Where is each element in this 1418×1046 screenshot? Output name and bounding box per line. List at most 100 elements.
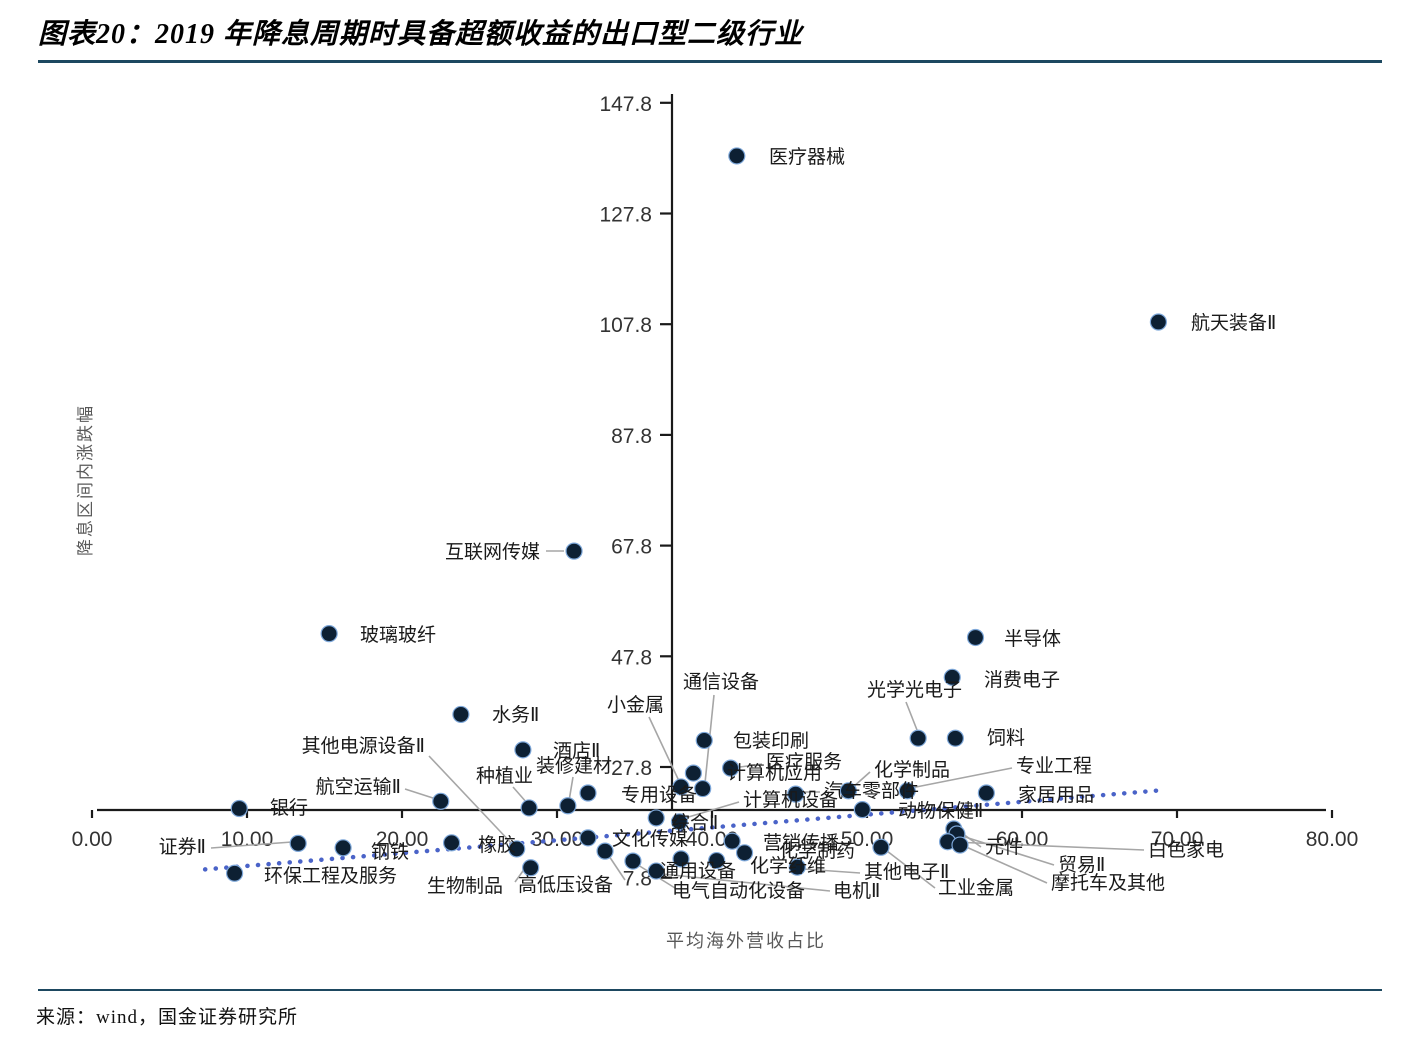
x-tick-label: 70.00 — [1151, 828, 1204, 851]
point-label-玻璃玻纤: 玻璃玻纤 — [360, 624, 436, 646]
data-point-银行 — [230, 799, 248, 818]
point-label-通信设备: 通信设备 — [683, 671, 759, 693]
leader-line — [404, 788, 437, 800]
point-label-生物制品: 生物制品 — [427, 875, 503, 897]
point-label-计算机应用: 计算机应用 — [727, 762, 822, 784]
leader-line — [648, 716, 680, 782]
point-label-半导体: 半导体 — [1004, 628, 1061, 650]
point-label-医疗器械: 医疗器械 — [769, 146, 845, 168]
leader-line — [608, 855, 626, 881]
data-point-摩托车及其他 — [951, 836, 969, 854]
point-label-饲料: 饲料 — [987, 727, 1025, 749]
data-point-航天装备Ⅱ — [1149, 313, 1168, 331]
data-point-种植业 — [520, 799, 538, 817]
y-tick-label: 47.8 — [611, 646, 652, 669]
data-point-计算机应用 — [684, 764, 703, 782]
leader-line — [661, 873, 831, 892]
point-label-航空运输Ⅱ: 航空运输Ⅱ — [316, 776, 401, 798]
data-point-航空运输Ⅱ — [432, 792, 450, 810]
data-point-水务Ⅱ — [452, 705, 470, 724]
leader-line — [952, 841, 1145, 851]
y-tick-label: 147.8 — [599, 93, 652, 116]
leader-line — [886, 850, 936, 889]
y-tick-label: 67.8 — [611, 536, 652, 559]
data-point-生物制品 — [522, 859, 540, 877]
point-label-酒店Ⅱ: 酒店Ⅱ — [553, 740, 600, 762]
data-point-饲料 — [946, 729, 964, 747]
point-label-水务Ⅱ: 水务Ⅱ — [492, 704, 539, 726]
data-point-环保工程及服务 — [226, 864, 244, 882]
data-point-酒店Ⅱ — [514, 741, 532, 759]
point-label-小金属: 小金属 — [607, 694, 664, 716]
point-label-橡胶: 橡胶 — [478, 834, 516, 856]
point-label-动物保健Ⅱ: 动物保健Ⅱ — [898, 800, 983, 822]
leader-line — [802, 868, 861, 874]
leader-line — [512, 786, 528, 804]
data-point-汽车零部件 — [787, 785, 805, 803]
point-label-化学纤维: 化学纤维 — [750, 855, 826, 877]
x-tick-label: 20.00 — [376, 828, 429, 851]
x-tick-label: 10.00 — [221, 828, 274, 851]
point-label-工业金属: 工业金属 — [938, 877, 1014, 899]
point-label-摩托车及其他: 摩托车及其他 — [1051, 872, 1165, 894]
data-point-文化传媒 — [579, 829, 597, 847]
leader-line — [905, 701, 918, 731]
data-point-互联网传媒 — [565, 542, 583, 560]
point-label-消费电子: 消费电子 — [984, 669, 1060, 691]
data-point-钢铁 — [334, 839, 352, 857]
trendline — [202, 787, 1164, 872]
point-label-电机Ⅱ: 电机Ⅱ — [833, 880, 880, 902]
footer-divider — [38, 989, 1382, 991]
y-tick-label: 7.8 — [623, 868, 652, 891]
data-point-医疗服务 — [721, 759, 740, 777]
point-label-银行: 银行 — [270, 797, 308, 819]
data-point-证券Ⅱ — [289, 834, 307, 852]
point-label-电气自动化设备: 电气自动化设备 — [672, 880, 805, 902]
data-point-电气自动化设备 — [624, 852, 642, 870]
y-tick-label: 87.8 — [611, 425, 652, 448]
point-label-元件: 元件 — [985, 836, 1023, 858]
point-label-其他电源设备Ⅱ: 其他电源设备Ⅱ — [302, 735, 425, 757]
page-title: 图表20：2019 年降息周期时具备超额收益的出口型二级行业 — [38, 19, 804, 50]
data-point-半导体 — [966, 628, 985, 647]
point-label-证券Ⅱ: 证券Ⅱ — [159, 836, 206, 858]
leader-line — [963, 845, 1048, 884]
point-label-化学制药: 化学制药 — [779, 840, 855, 862]
point-label-专业工程: 专业工程 — [1016, 755, 1092, 777]
data-point-医疗器械 — [728, 147, 746, 165]
data-point-其他电子Ⅱ — [788, 858, 806, 876]
data-point-专业工程 — [898, 782, 916, 800]
data-point-通信设备 — [694, 779, 712, 798]
y-tick-label: 127.8 — [599, 204, 652, 227]
point-label-其他电子Ⅱ: 其他电子Ⅱ — [864, 861, 949, 883]
y-axis-title: 降息区间内涨跌幅 — [76, 404, 95, 556]
point-label-计算机设备: 计算机设备 — [743, 789, 838, 811]
data-point-工业金属 — [872, 838, 890, 856]
x-tick-label: 80.00 — [1306, 828, 1359, 851]
point-label-种植业: 种植业 — [476, 765, 533, 787]
leader-line — [910, 767, 1013, 789]
data-point-化学纤维 — [708, 851, 726, 870]
source-text: 来源：wind，国金证券研究所 — [36, 1007, 299, 1028]
data-point-化学制品 — [839, 782, 858, 800]
x-tick-label: 30.00 — [531, 828, 584, 851]
data-point-动物保健Ⅱ — [853, 801, 871, 819]
leader-line — [739, 763, 763, 768]
leader-line — [428, 755, 514, 846]
leader-line — [568, 776, 574, 802]
point-label-装修建材: 装修建材 — [536, 755, 612, 777]
data-point-消费电子 — [943, 668, 961, 686]
point-label-高低压设备: 高低压设备 — [518, 874, 613, 896]
data-point-包装印刷 — [695, 731, 713, 750]
data-point-小金属 — [672, 778, 690, 796]
point-label-医疗服务: 医疗服务 — [766, 751, 842, 773]
y-tick-label: 27.8 — [611, 757, 652, 780]
data-point-家居用品 — [977, 784, 995, 802]
point-label-汽车零部件: 汽车零部件 — [824, 780, 919, 802]
point-label-化学制品: 化学制品 — [874, 759, 950, 781]
point-label-综合Ⅱ: 综合Ⅱ — [671, 812, 718, 834]
point-label-专用设备: 专用设备 — [621, 784, 697, 806]
data-point-电机Ⅱ — [647, 862, 665, 880]
point-label-航天装备Ⅱ: 航天装备Ⅱ — [1191, 312, 1276, 334]
